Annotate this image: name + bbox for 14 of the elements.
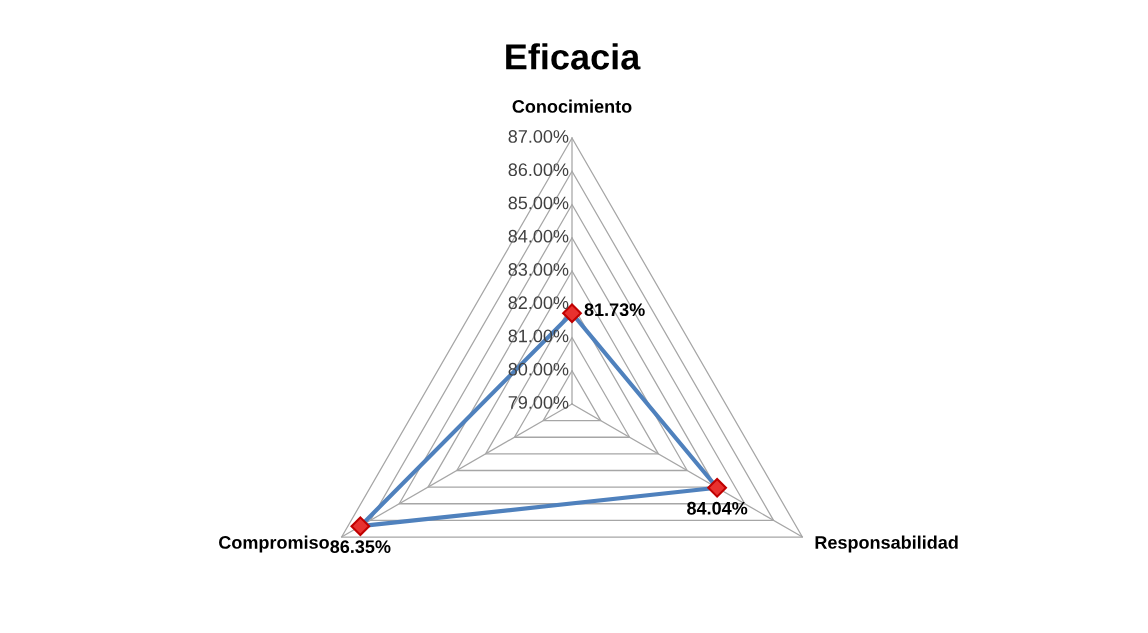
y-tick-label: 86.00% [508,163,569,177]
y-tick-label: 82.00% [508,296,569,310]
y-tick-label: 84.00% [508,229,569,243]
chart-title: Eficacia [506,43,641,70]
spoke-label: Compromiso [219,535,329,553]
y-tick-label: 85.00% [508,196,569,210]
data-label: 84.04% [687,501,748,515]
y-tick-label: 87.00% [508,130,569,143]
y-tick-label: 83.00% [508,263,569,276]
data-label: 86.35% [330,540,391,554]
spoke-label: Responsabilidad [815,535,958,553]
data-label: 81.73% [584,303,645,317]
y-tick-label: 79.00% [508,396,569,409]
spoke-label: Conocimiento [512,99,632,113]
